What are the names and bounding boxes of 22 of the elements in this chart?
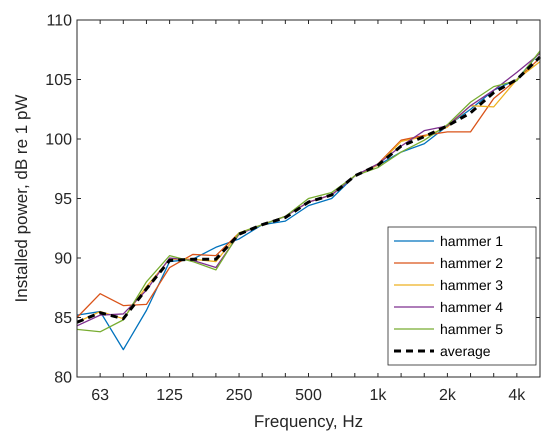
y-tick-label: 80 [54, 370, 72, 387]
y-tick-label: 100 [45, 132, 72, 149]
y-tick-label: 85 [54, 310, 72, 328]
y-tick-label: 95 [54, 191, 72, 208]
x-tick-label: 1k [369, 387, 388, 404]
legend-label: average [440, 342, 491, 359]
y-tick-label: 110 [46, 12, 72, 30]
legend-label: hammer 2 [440, 254, 504, 271]
x-tick-label: 500 [295, 387, 322, 404]
y-tick-label: 105 [45, 72, 72, 90]
legend-label: hammer 3 [440, 276, 504, 293]
x-axis-title: Frequency, Hz [254, 412, 364, 431]
x-tick-label: 4k [508, 387, 526, 404]
y-tick-label: 90 [54, 250, 72, 268]
x-tick-label: 250 [226, 387, 252, 404]
x-tick-label: 125 [156, 387, 184, 404]
x-tick-label: 63 [91, 387, 110, 404]
y-axis-title: Installed power, dB re 1 pW [12, 94, 31, 302]
x-tick-label: 2k [438, 387, 457, 404]
legend-label: hammer 4 [440, 298, 504, 315]
legend-label: hammer 5 [440, 320, 504, 337]
legend-label: hammer 1 [440, 232, 504, 249]
